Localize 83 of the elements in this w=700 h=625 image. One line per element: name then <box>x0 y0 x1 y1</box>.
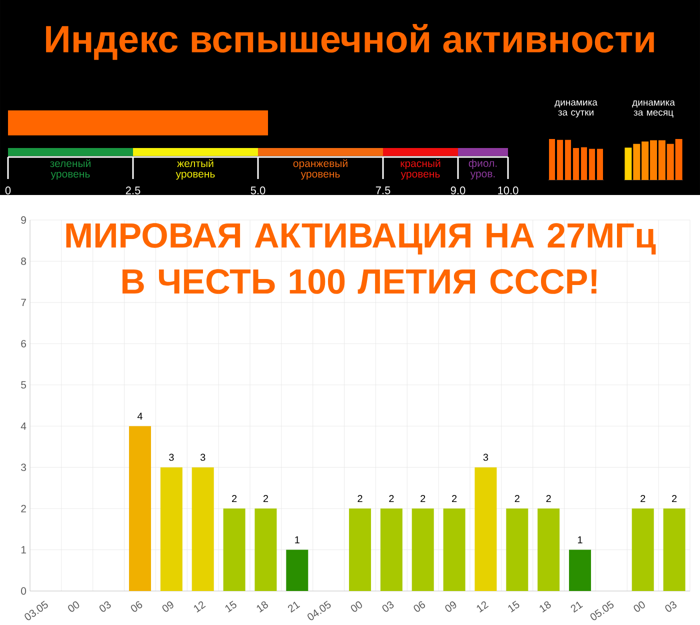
data-label: 3 <box>169 454 174 461</box>
y-tick-label: 8 <box>21 258 26 265</box>
bar <box>160 467 182 591</box>
chart-title: Индекс вспышечной активности <box>46 24 654 60</box>
x-tick-label: 06 <box>414 601 426 612</box>
y-tick-label: 4 <box>20 422 26 430</box>
x-tick-label: 06 <box>130 601 142 612</box>
x-tick-label: 03 <box>382 601 394 612</box>
x-tick-label: 15 <box>508 600 520 612</box>
data-label: 1 <box>578 536 582 544</box>
bar <box>549 139 556 180</box>
data-label: 4 <box>137 412 142 420</box>
x-tick-label: 18 <box>540 601 551 612</box>
y-tick-label: 3 <box>21 464 26 472</box>
x-tick-label: 21 <box>288 602 300 613</box>
bar <box>538 508 560 591</box>
bar <box>589 148 596 180</box>
x-tick-label: 00 <box>634 601 645 612</box>
y-tick-label: 1 <box>21 546 26 554</box>
x-tick-label: 03 <box>100 601 111 612</box>
x-tick-label: 21 <box>570 602 583 613</box>
data-label: 2 <box>514 495 520 502</box>
bar <box>380 508 402 591</box>
x-tick-label: 03 <box>665 601 677 612</box>
bar <box>573 148 580 180</box>
bar <box>557 140 564 180</box>
y-tick-label: 7 <box>21 298 26 306</box>
data-label: 3 <box>200 454 206 461</box>
bar <box>443 508 466 591</box>
bar <box>286 550 308 591</box>
bar <box>223 508 246 591</box>
bar <box>192 467 214 591</box>
chart-title: динамика за месяц <box>632 100 675 118</box>
bar <box>412 508 434 591</box>
x-tick-label: 15 <box>225 600 236 612</box>
text: зеленый уровень <box>50 159 90 180</box>
x-tick-label: 00 <box>350 601 362 612</box>
y-tick-label: 2 <box>21 504 26 512</box>
bar <box>254 508 277 591</box>
bar <box>506 508 528 591</box>
x-tick-label: 2.5 <box>126 186 140 194</box>
bar <box>565 140 572 180</box>
data-label: 2 <box>389 495 394 502</box>
x-tick-label: 5.0 <box>250 186 266 194</box>
bar <box>129 426 152 591</box>
y-tick-label: 5 <box>21 381 26 389</box>
bar <box>569 550 592 591</box>
text: желтый уровень <box>176 159 215 180</box>
data-label: 2 <box>640 495 646 502</box>
text: красный уровень <box>400 159 440 180</box>
text: оранжевый уровень <box>293 159 348 180</box>
y-tick-label: 6 <box>21 340 26 348</box>
bar <box>663 508 686 591</box>
x-tick-label: 12 <box>194 601 206 612</box>
data-label: 1 <box>295 536 300 544</box>
y-tick-label: 0 <box>21 587 26 595</box>
x-tick-label: 10.0 <box>498 186 518 194</box>
data-label: 2 <box>232 495 237 502</box>
bar <box>632 508 654 591</box>
x-tick-label: 00 <box>68 601 80 612</box>
data-label: 2 <box>452 495 457 502</box>
chart-title: динамика за сутки <box>554 100 598 118</box>
text: МИРОВАЯ АКТИВАЦИЯ НА 27МГц В ЧЕСТЬ 100 ЛЕТИЯ СССР! <box>66 223 656 294</box>
data-label: 2 <box>420 495 426 502</box>
bar <box>597 148 604 180</box>
data-label: 2 <box>263 495 268 502</box>
x-tick-label: 09 <box>162 601 174 612</box>
bar <box>581 147 588 180</box>
x-tick-label: 12 <box>476 601 489 612</box>
bar <box>624 148 632 180</box>
bar <box>474 467 497 591</box>
x-tick-label: 9.0 <box>450 186 466 194</box>
text: фиол. уров. <box>468 159 497 180</box>
data-label: 3 <box>483 454 488 461</box>
data-label: 2 <box>358 495 362 502</box>
x-tick-label: 09 <box>445 601 456 612</box>
x-tick-label: 7.5 <box>376 186 390 194</box>
data-label: 2 <box>672 495 677 502</box>
bar <box>349 508 372 591</box>
x-tick-label: 18 <box>256 601 268 612</box>
y-tick-label: 9 <box>21 216 26 224</box>
x-tick-label: 0 <box>5 186 11 194</box>
data-label: 2 <box>546 495 551 502</box>
